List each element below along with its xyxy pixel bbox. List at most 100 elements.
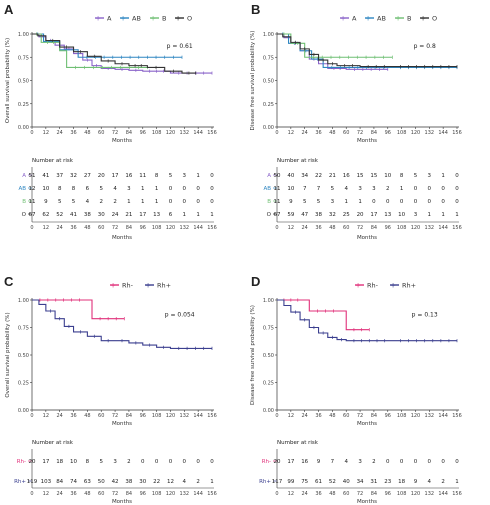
x-tick-label: 36 <box>315 130 321 136</box>
x-tick-label: 132 <box>425 413 435 419</box>
risk-row-label: Rh- <box>262 459 271 465</box>
x-tick-label: 120 <box>411 130 421 136</box>
risk-cell: 3 <box>358 186 362 192</box>
y-tick-label: 0.50 <box>18 353 29 359</box>
risk-cell: 3 <box>331 199 335 205</box>
risk-cell: 0 <box>141 459 145 465</box>
risk-cell: 10 <box>42 186 49 192</box>
risk-x-tick-label: 12 <box>288 491 294 497</box>
legend-mark: + <box>120 15 126 23</box>
risk-cell: 5 <box>317 199 321 205</box>
risk-x-tick-label: 108 <box>397 491 407 497</box>
risk-cell: 16 <box>301 459 308 465</box>
legend-label: Rh+ <box>157 282 171 290</box>
legend-mark: + <box>110 282 116 290</box>
risk-cell: 7 <box>303 186 307 192</box>
risk-x-tick-label: 108 <box>152 225 162 231</box>
risk-cell: 0 <box>414 199 418 205</box>
risk-cell: 4 <box>428 479 432 485</box>
legend-mark: + <box>355 282 361 290</box>
risk-x-tick-label: 96 <box>385 225 391 231</box>
risk-cell: 20 <box>98 173 105 179</box>
risk-x-tick-label: 12 <box>288 225 294 231</box>
risk-cell: 32 <box>329 212 336 218</box>
legend-label: A <box>107 15 112 23</box>
risk-cell: 25 <box>343 212 350 218</box>
risk-cell: 15 <box>357 173 364 179</box>
y-tick-label: 0.25 <box>18 381 29 387</box>
risk-cell: 1 <box>441 212 445 218</box>
risk-x-tick-label: 96 <box>140 491 146 497</box>
risk-row-label: A <box>267 173 271 179</box>
risk-cell: 20 <box>357 212 364 218</box>
risk-x-tick-label: 36 <box>315 225 321 231</box>
risk-x-tick-label: 132 <box>425 225 435 231</box>
risk-cell: 59 <box>287 212 294 218</box>
x-tick-label: 48 <box>329 130 335 136</box>
survival-curve <box>277 33 393 58</box>
x-tick-label: 144 <box>193 413 203 419</box>
x-tick-label: 72 <box>357 130 363 136</box>
risk-row-label: AB <box>18 186 26 192</box>
y-tick-label: 0.75 <box>263 55 274 61</box>
x-tick-label: 108 <box>397 130 407 136</box>
risk-cell: 4 <box>183 479 187 485</box>
risk-cell: 0 <box>210 459 214 465</box>
risk-cell: 41 <box>70 212 77 218</box>
x-tick-label: 96 <box>140 130 146 136</box>
risk-x-tick-label: 36 <box>315 491 321 497</box>
risk-cell: 22 <box>315 173 322 179</box>
risk-cell: 1 <box>210 479 214 485</box>
risk-table-title: Number at risk <box>277 158 319 164</box>
risk-cell: 2 <box>386 186 390 192</box>
risk-cell: 31 <box>370 479 377 485</box>
risk-cell: 0 <box>183 199 187 205</box>
risk-cell: 7 <box>331 459 335 465</box>
risk-cell: 5 <box>99 459 103 465</box>
risk-cell: 3 <box>358 459 362 465</box>
risk-x-tick-label: 132 <box>425 491 435 497</box>
risk-cell: 2 <box>372 459 376 465</box>
risk-x-tick-label: 120 <box>166 225 176 231</box>
risk-cell: 12 <box>167 479 174 485</box>
risk-cell: 0 <box>196 459 200 465</box>
risk-x-tick-label: 24 <box>57 225 63 231</box>
risk-x-tick-label: 96 <box>385 491 391 497</box>
x-tick-label: 144 <box>438 413 448 419</box>
x-tick-label: 60 <box>98 130 104 136</box>
risk-x-tick-label: 12 <box>43 491 49 497</box>
risk-cell: 2 <box>99 199 103 205</box>
x-tick-label: 84 <box>371 413 377 419</box>
risk-x-tick-label: 144 <box>438 225 448 231</box>
risk-cell: 1 <box>196 212 200 218</box>
risk-cell: 0 <box>386 459 390 465</box>
risk-row-label: Rh+ <box>259 479 271 485</box>
risk-cell: 27 <box>84 173 91 179</box>
x-tick-label: 12 <box>43 130 49 136</box>
risk-x-tick-label: 144 <box>438 491 448 497</box>
survival-curve <box>277 299 370 331</box>
risk-x-tick-label: 84 <box>371 491 377 497</box>
risk-cell: 8 <box>400 173 404 179</box>
risk-cell: 0 <box>155 459 159 465</box>
x-tick-label: 0 <box>275 413 278 419</box>
risk-cell: 0 <box>196 199 200 205</box>
panel-c: C + Rh- + Rh+ 0.00 0.25 0.50 0.75 1.00 0 12 24 36 48 6… <box>0 252 245 505</box>
risk-cell: 13 <box>153 212 160 218</box>
x-tick-label: 12 <box>43 413 49 419</box>
x-tick-label: 48 <box>84 413 90 419</box>
risk-cell: 3 <box>414 212 418 218</box>
risk-x-tick-label: 156 <box>452 225 462 231</box>
legend-mark: + <box>340 15 346 23</box>
risk-x-axis-label: Months <box>112 499 132 505</box>
risk-cell: 10 <box>70 459 77 465</box>
risk-cell: 3 <box>183 173 187 179</box>
risk-cell: 38 <box>125 479 132 485</box>
survival-curve <box>277 299 457 342</box>
risk-cell: 0 <box>169 459 173 465</box>
risk-x-tick-label: 24 <box>302 225 308 231</box>
risk-cell: 3 <box>372 186 376 192</box>
legend-mark: + <box>420 15 426 23</box>
risk-cell: 10 <box>398 212 405 218</box>
risk-cell: 1 <box>455 212 459 218</box>
